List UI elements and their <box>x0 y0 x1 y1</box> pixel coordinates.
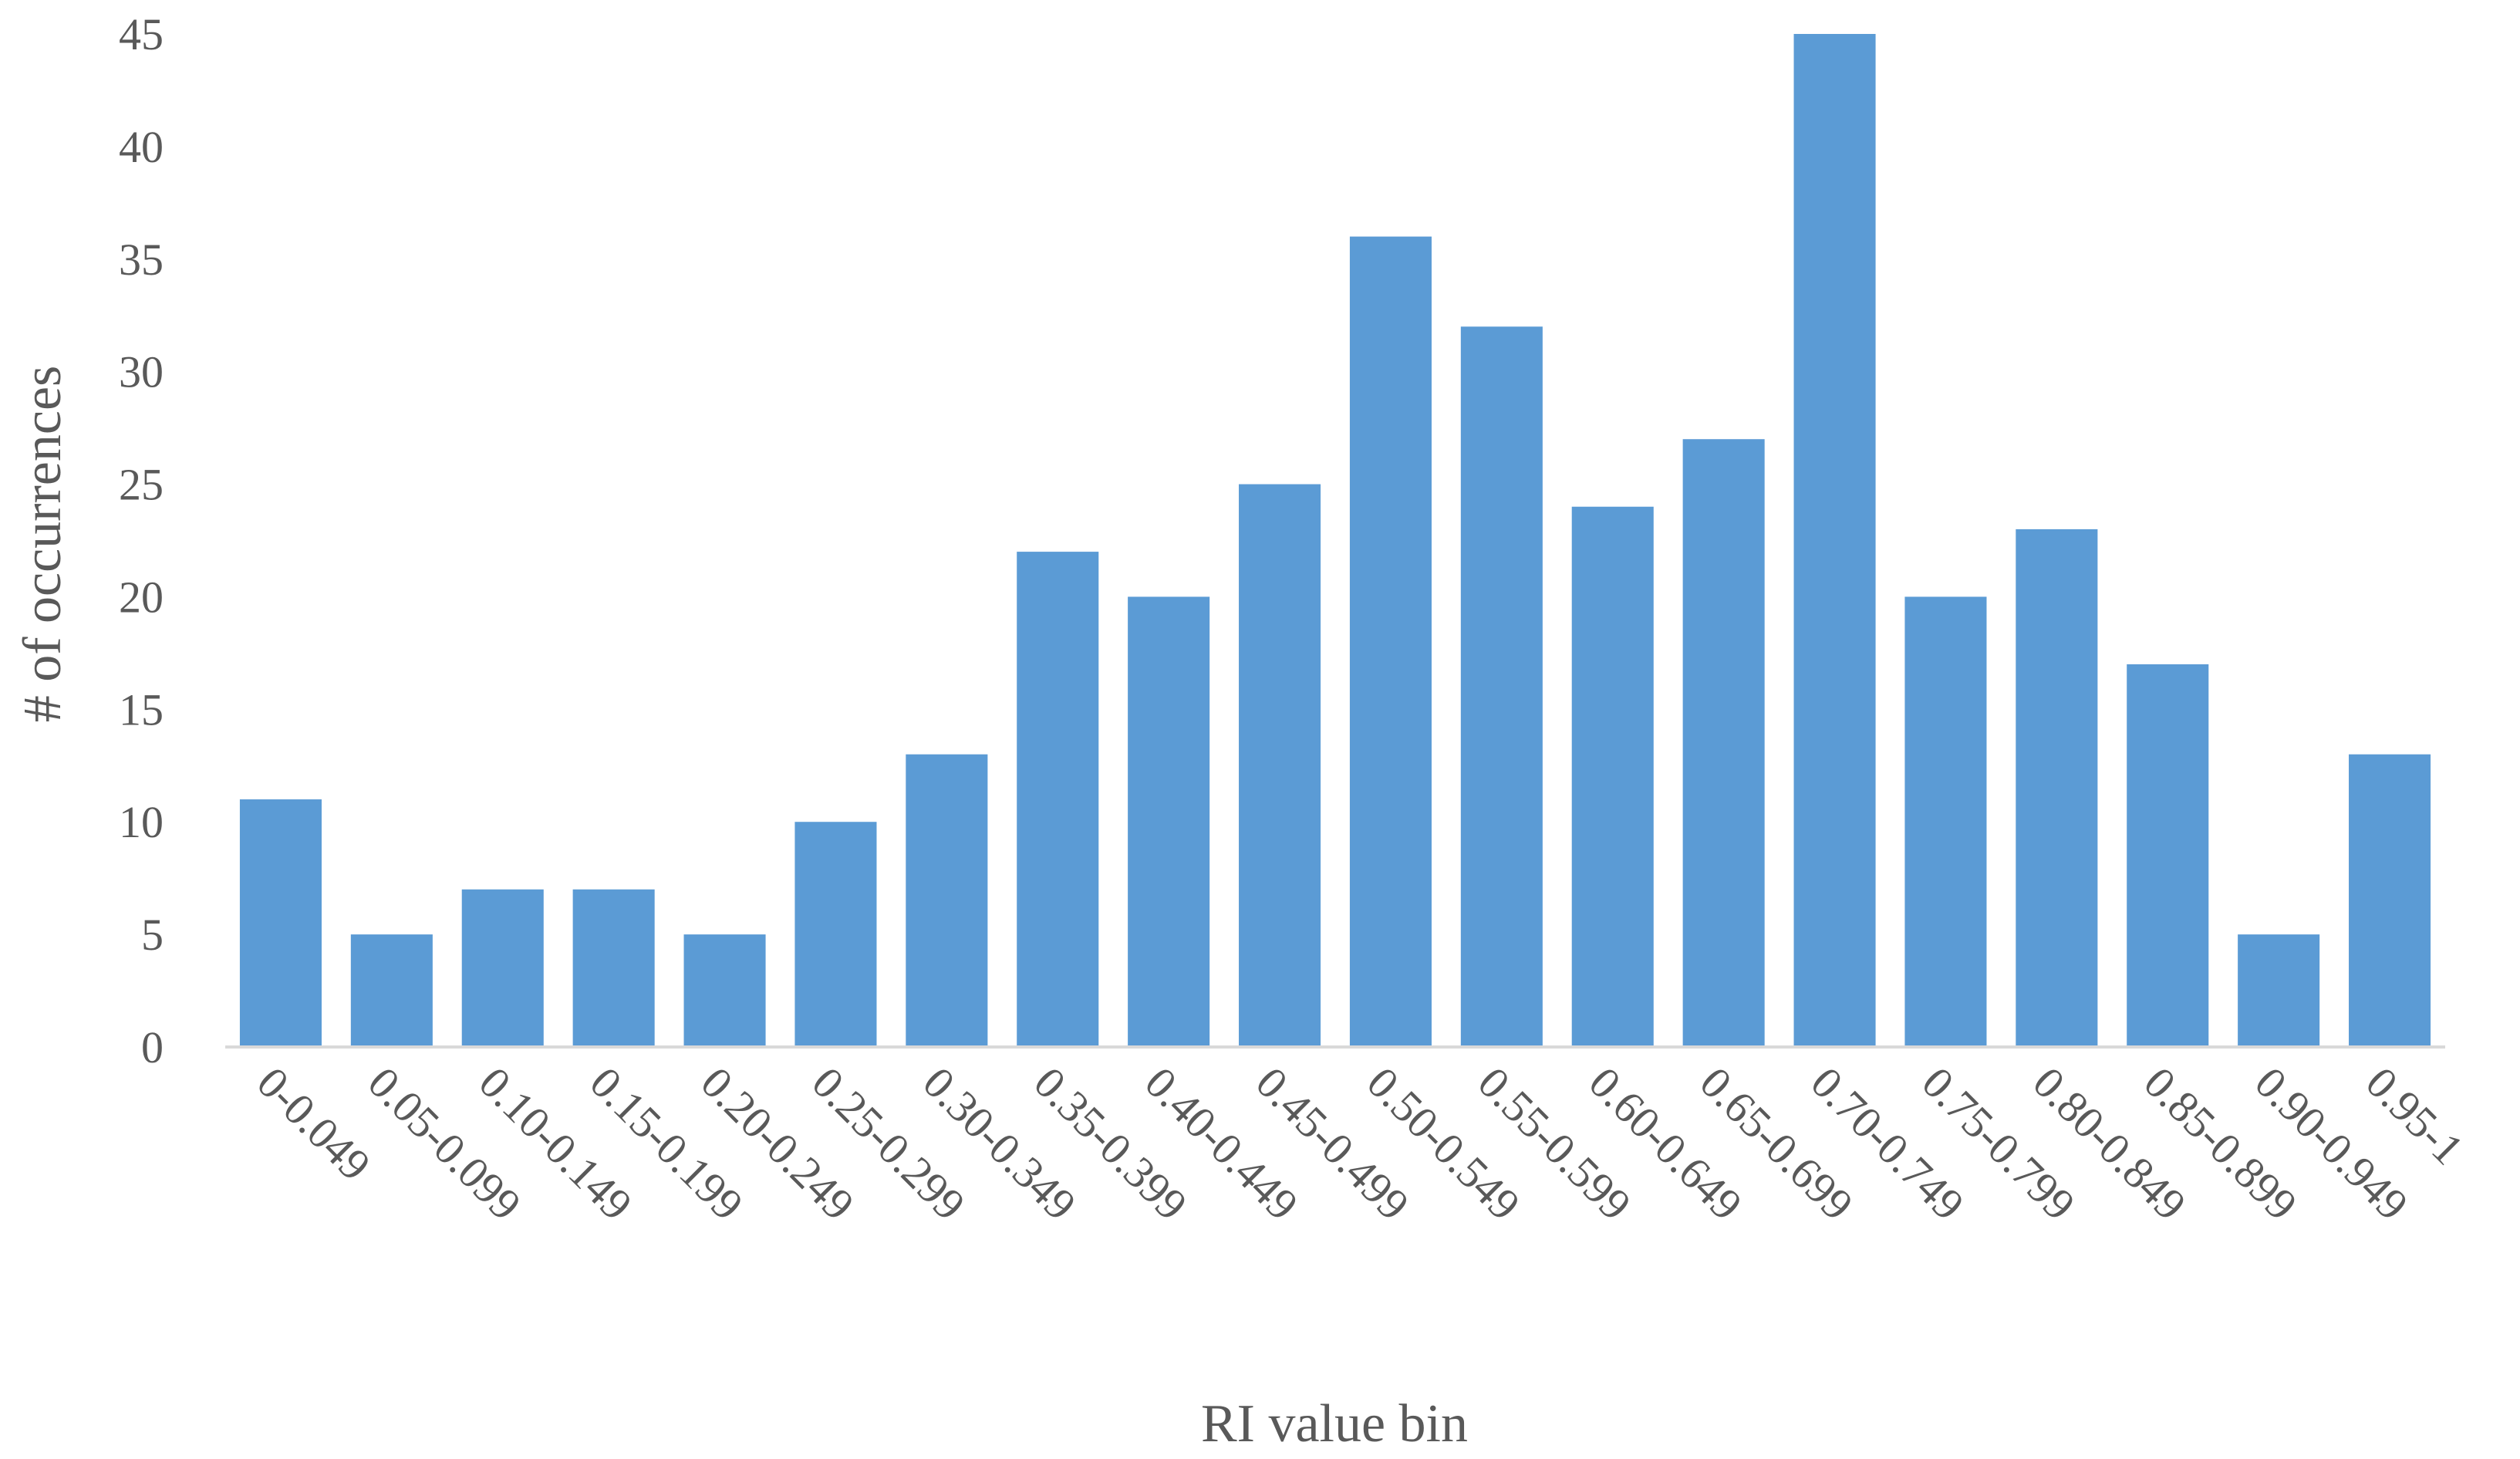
y-tick-label: 45 <box>119 9 164 59</box>
y-tick-label: 0 <box>141 1022 164 1072</box>
bar <box>1793 34 1876 1047</box>
bar <box>239 799 322 1047</box>
y-tick-label: 35 <box>119 235 164 285</box>
bar <box>1460 326 1543 1047</box>
bar <box>2349 754 2431 1047</box>
bars-group <box>239 34 2431 1048</box>
bar <box>1128 596 1210 1047</box>
y-tick-label: 10 <box>119 797 164 847</box>
y-tick-label: 15 <box>119 684 164 735</box>
bar <box>683 934 766 1047</box>
y-tick-label: 5 <box>141 910 164 960</box>
y-tick-label: 20 <box>119 572 164 622</box>
y-axis-title: # of occurrences <box>13 366 73 723</box>
bar <box>350 934 433 1047</box>
y-tick-label: 25 <box>119 460 164 510</box>
y-axis-tick-labels: 0 5 10 15 20 25 30 35 40 45 <box>119 9 164 1072</box>
bar <box>572 889 655 1047</box>
bar <box>1239 484 1321 1047</box>
bar <box>2127 664 2209 1047</box>
x-tick-label: 0-0.049 <box>248 1057 380 1190</box>
bar <box>2238 934 2320 1047</box>
x-axis-tick-labels: 0-0.0490.05-0.0990.10-0.1490.15-0.1990.2… <box>248 1057 2474 1230</box>
bar <box>1904 596 1987 1047</box>
bar <box>906 754 988 1047</box>
bar <box>461 889 544 1047</box>
x-axis-title: RI value bin <box>1201 1394 1468 1454</box>
bar <box>1349 236 1432 1048</box>
bar <box>1571 506 1654 1047</box>
bar <box>2016 529 2098 1047</box>
bar <box>1682 439 1765 1047</box>
bar <box>1017 552 1099 1047</box>
bar <box>794 822 877 1047</box>
y-tick-label: 30 <box>119 347 164 397</box>
y-tick-label: 40 <box>119 122 164 172</box>
